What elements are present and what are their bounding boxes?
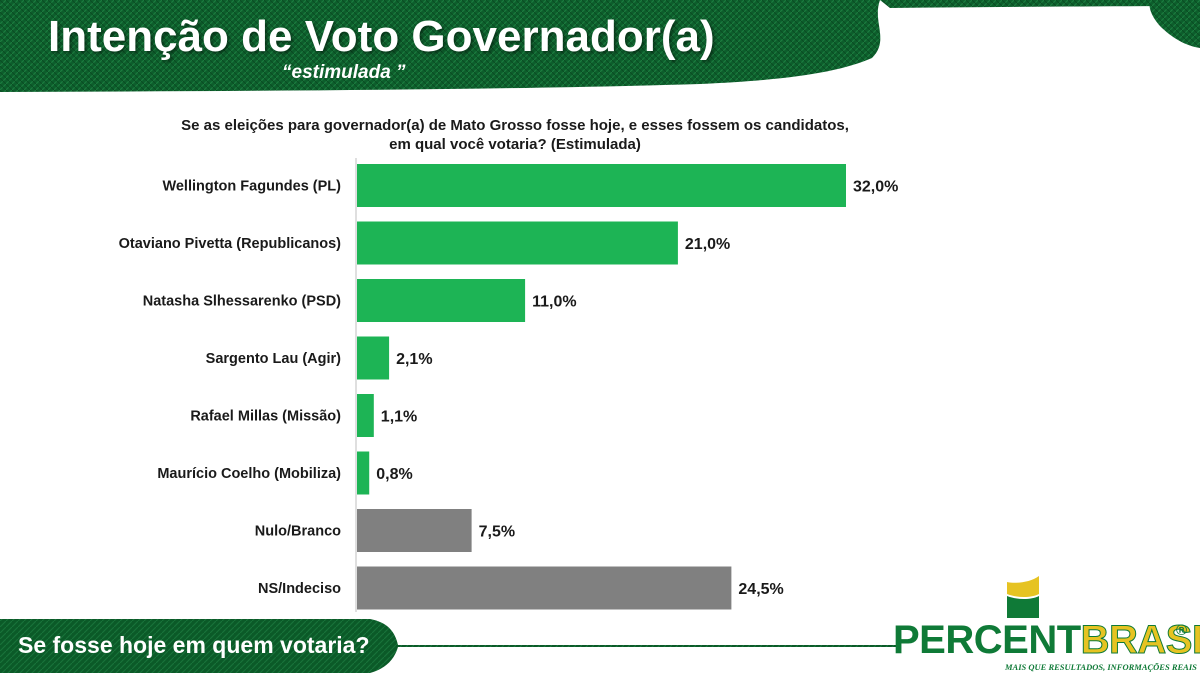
footer-question: Se fosse hoje em quem votaria?: [18, 632, 370, 658]
logo-text-percent: PERCENT: [893, 618, 1081, 662]
category-label: Nulo/Branco: [255, 524, 341, 540]
data-label: 32,0%: [853, 179, 898, 196]
registered-mark: ®: [1176, 622, 1188, 639]
category-label: Rafael Millas (Missão): [190, 409, 341, 425]
logo-text-brasil: BRASIL: [1080, 618, 1200, 663]
data-label: 11,0%: [532, 294, 576, 311]
header-banner: Intenção de Voto Governador(a) “estimula…: [0, 0, 1200, 92]
data-label: 1,1%: [381, 409, 417, 426]
data-label: 21,0%: [685, 236, 730, 253]
category-label: Maurício Coelho (Mobiliza): [157, 466, 341, 482]
page-title: Intenção de Voto Governador(a): [48, 12, 715, 61]
category-label: Natasha Slhessarenko (PSD): [143, 294, 341, 310]
header-background: [0, 0, 1200, 92]
data-label: 2,1%: [396, 351, 432, 368]
bar: [357, 279, 526, 322]
bar: [357, 566, 732, 610]
data-label: 0,8%: [376, 466, 412, 483]
bar: [357, 509, 472, 552]
percentbrasil-logo-icon: [1007, 576, 1039, 618]
bar: [357, 221, 678, 265]
survey-question-line-2: em qual você votaria? (Estimulada): [389, 136, 641, 153]
category-label: NS/Indeciso: [258, 581, 341, 597]
bar: [357, 394, 374, 437]
page-subtitle: “estimulada ”: [282, 62, 406, 83]
bar: [357, 164, 846, 207]
category-label: Wellington Fagundes (PL): [162, 179, 341, 195]
data-label: 7,5%: [479, 524, 515, 541]
bar: [357, 336, 390, 380]
logo-tagline: MAIS QUE RESULTADOS, INFORMAÇÕES REAIS: [1005, 662, 1197, 672]
bar: [357, 451, 370, 495]
category-label: Sargento Lau (Agir): [206, 351, 342, 367]
percentbrasil-logo: PERCENTBRASIL: [893, 618, 1200, 663]
data-label: 24,5%: [738, 581, 783, 598]
category-label: Otaviano Pivetta (Republicanos): [119, 236, 342, 252]
survey-question-line-1: Se as eleições para governador(a) de Mat…: [181, 117, 849, 134]
footer-bar: [0, 619, 898, 673]
